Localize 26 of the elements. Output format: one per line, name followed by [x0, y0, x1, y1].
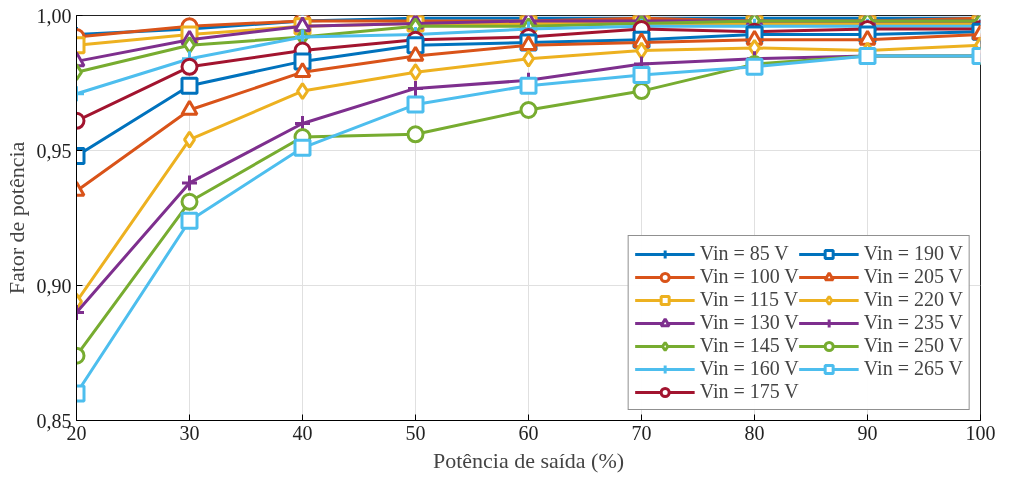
legend-label: Vin = 130 V: [699, 311, 799, 334]
y-tick-label: 0,95: [36, 139, 72, 162]
x-tick-label: 50: [405, 421, 426, 444]
y-tick-label: 1,00: [36, 4, 72, 27]
x-tick-label: 70: [631, 421, 652, 444]
legend-label: Vin = 190 V: [863, 242, 963, 265]
legend-label: Vin = 85 V: [699, 242, 789, 265]
legend-label: Vin = 115 V: [699, 288, 799, 311]
x-tick-label: 100: [965, 421, 996, 444]
x-tick-label: 60: [518, 421, 539, 444]
x-tick-label: 30: [179, 421, 200, 444]
x-axis-title: Potência de saída (%): [432, 447, 625, 473]
legend-label: Vin = 100 V: [699, 265, 799, 288]
legend-label: Vin = 145 V: [699, 334, 799, 357]
legend-label: Vin = 265 V: [863, 357, 963, 380]
legend-label: Vin = 235 V: [863, 311, 963, 334]
legend-label: Vin = 220 V: [863, 288, 963, 311]
x-tick-label: 40: [292, 421, 313, 444]
legend-label: Vin = 205 V: [863, 265, 963, 288]
legend-label: Vin = 160 V: [699, 357, 799, 380]
x-tick-label: 90: [857, 421, 878, 444]
legend-label: Vin = 250 V: [863, 334, 963, 357]
y-tick-label: 0,90: [36, 274, 72, 297]
y-axis-title: Fator de potência: [3, 141, 29, 295]
x-tick-label: 80: [744, 421, 765, 444]
legend-label: Vin = 175 V: [699, 380, 799, 403]
